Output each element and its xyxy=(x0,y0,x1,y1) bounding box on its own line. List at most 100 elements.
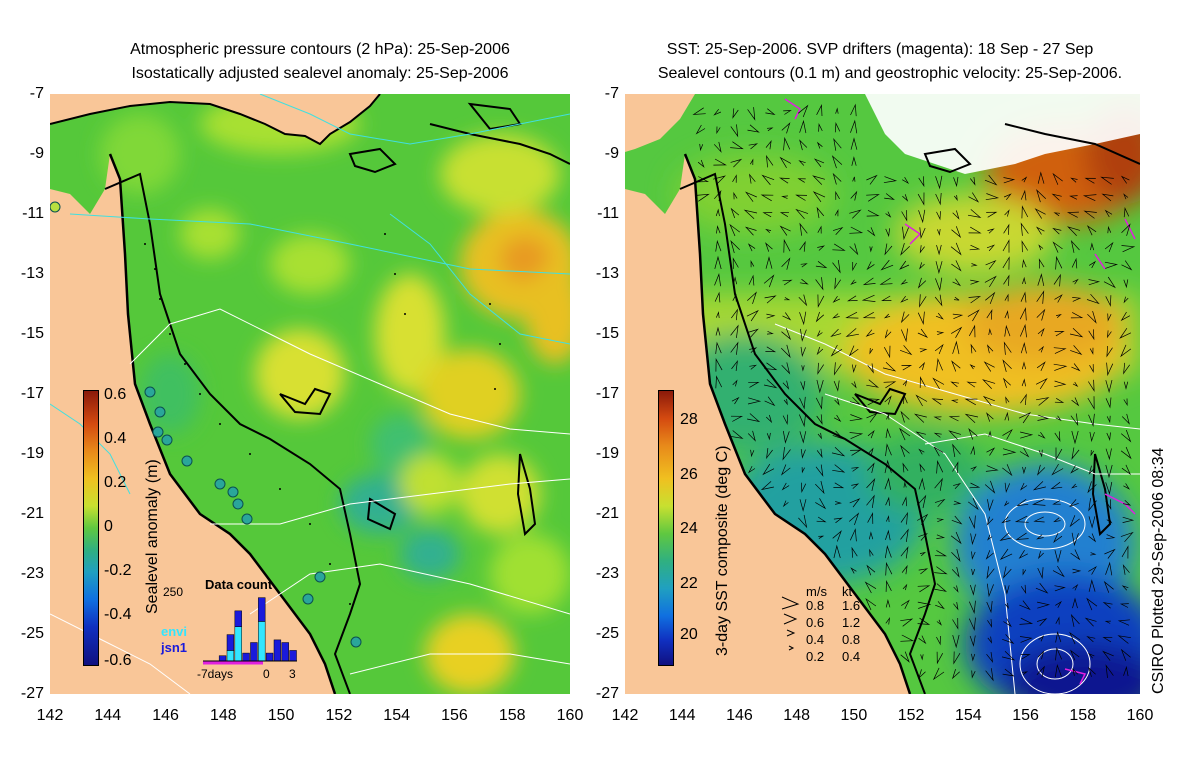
sst-colorbar-tick: 24 xyxy=(680,520,698,537)
left-title-line2: Isostatically adjusted sealevel anomaly:… xyxy=(131,65,509,82)
velocity-arrow xyxy=(883,176,898,184)
velocity-arrow xyxy=(1120,648,1131,661)
velocity-arrow xyxy=(1038,635,1045,642)
velocity-arrow xyxy=(884,193,895,200)
velocity-arrow xyxy=(833,362,842,376)
velocity-arrow xyxy=(885,228,890,238)
velocity-arrow xyxy=(868,531,874,540)
data-count-bar xyxy=(265,652,274,662)
velocity-arrow xyxy=(1083,210,1097,219)
velocity-arrow xyxy=(715,239,722,252)
sst-map xyxy=(625,94,1140,694)
velocity-arrow xyxy=(1071,363,1081,372)
velocity-arrow xyxy=(1123,279,1129,289)
velocity-arrow xyxy=(852,262,857,272)
x-tick-label: 156 xyxy=(1012,707,1039,724)
pressure-contours xyxy=(50,94,570,495)
velocity-arrow xyxy=(713,141,722,153)
velocity-legend-ms: 0.2 xyxy=(806,649,825,664)
velocity-arrow xyxy=(903,481,907,488)
velocity-arrow xyxy=(1121,223,1131,236)
velocity-arrow xyxy=(1020,393,1027,406)
velocity-arrow xyxy=(885,529,891,541)
velocity-arrow xyxy=(799,499,807,512)
y-tick-label: -27 xyxy=(595,685,619,702)
y-tick-label: -11 xyxy=(22,205,44,222)
velocity-arrow xyxy=(1019,600,1031,611)
velocity-arrow xyxy=(1071,532,1079,547)
velocity-arrow xyxy=(1002,448,1017,456)
velocity-arrow xyxy=(1104,548,1116,559)
velocity-arrow xyxy=(782,414,789,426)
sealevel-anomaly-map xyxy=(50,94,570,694)
velocity-arrow xyxy=(865,597,877,611)
reef-dots xyxy=(144,233,501,605)
velocity-arrow xyxy=(813,158,825,168)
velocity-arrow xyxy=(933,446,944,457)
velocity-arrow xyxy=(850,137,858,150)
velocity-arrow xyxy=(1088,279,1101,286)
velocity-arrow xyxy=(919,245,925,254)
velocity-arrow xyxy=(832,464,846,473)
y-tick-label: -15 xyxy=(595,325,619,342)
velocity-arrow xyxy=(730,341,739,355)
velocity-arrow xyxy=(782,430,790,444)
velocity-arrow xyxy=(731,359,738,371)
velocity-arrow xyxy=(1022,276,1026,285)
velocity-arrow xyxy=(833,380,840,392)
velocity-legend-header-kt: kt xyxy=(842,584,853,599)
velocity-arrow xyxy=(919,262,925,270)
velocity-arrow xyxy=(799,431,807,444)
velocity-arrow xyxy=(970,343,977,354)
velocity-arrow xyxy=(764,295,777,304)
velocity-arrow xyxy=(695,124,706,135)
velocity-arrow xyxy=(954,195,958,202)
velocity-arrow xyxy=(883,345,891,359)
data-count-bar xyxy=(258,597,266,622)
velocity-arrow xyxy=(1022,258,1027,268)
velocity-arrow xyxy=(744,226,757,236)
velocity-arrow xyxy=(1036,361,1046,372)
data-count-bar xyxy=(234,626,242,662)
velocity-arrow xyxy=(848,345,859,357)
sealevel-anomaly-blobs xyxy=(100,94,570,694)
velocity-arrow xyxy=(747,430,756,442)
x-tick-label: 160 xyxy=(1126,707,1154,724)
y-tick-label: -21 xyxy=(20,505,44,522)
velocity-arrow xyxy=(746,309,759,322)
velocity-arrow xyxy=(1122,516,1135,523)
velocity-arrow xyxy=(831,447,846,457)
velocity-arrow xyxy=(967,309,980,322)
y-tick-label: -23 xyxy=(595,565,619,582)
velocity-arrow xyxy=(953,296,960,301)
velocity-arrow xyxy=(779,156,792,168)
x-tick-label: 150 xyxy=(840,707,868,724)
velocity-arrow xyxy=(760,194,774,202)
velocity-arrow xyxy=(917,494,927,509)
velocity-arrow xyxy=(766,313,776,319)
velocity-arrow xyxy=(1053,273,1061,287)
velocity-arrow xyxy=(900,410,910,423)
velocity-arrow xyxy=(968,324,976,338)
velocity-arrow xyxy=(1021,240,1028,253)
velocity-arrow xyxy=(881,295,892,301)
velocity-arrow xyxy=(1019,447,1030,458)
velocity-arrow xyxy=(781,362,791,375)
velocity-arrow xyxy=(950,531,962,545)
velocity-legend-ms: 0.4 xyxy=(806,632,825,647)
velocity-arrow xyxy=(1020,291,1027,303)
velocity-arrow xyxy=(765,346,777,353)
velocity-arrow xyxy=(851,381,857,389)
velocity-arrow xyxy=(884,459,892,474)
velocity-arrow xyxy=(918,209,926,224)
velocity-arrow xyxy=(866,261,875,271)
velocity-arrow xyxy=(849,432,864,440)
velocity-arrow xyxy=(816,516,827,523)
velocity-arrow xyxy=(884,243,893,256)
velocity-arrow xyxy=(1123,193,1129,200)
velocity-arrow xyxy=(815,464,824,477)
velocity-arrow xyxy=(919,376,926,388)
velocity-arrow xyxy=(850,567,857,574)
velocity-arrow xyxy=(1088,579,1096,592)
velocity-arrow xyxy=(936,635,941,646)
